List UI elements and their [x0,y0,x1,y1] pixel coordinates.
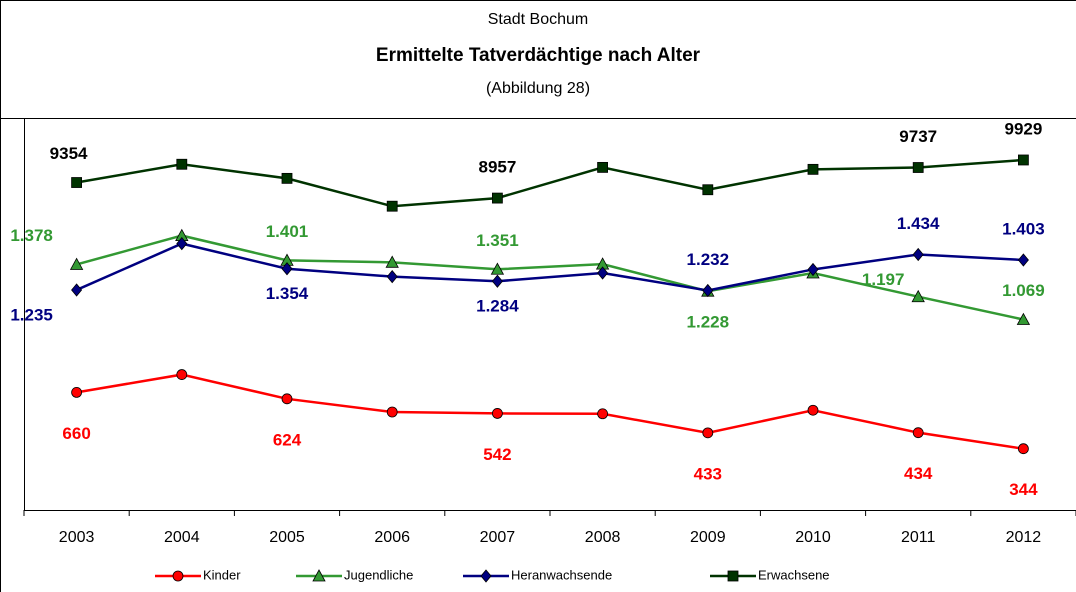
data-label: 1.235 [10,305,53,324]
data-point [281,172,293,184]
legend-label: Kinder [203,567,241,582]
data-label: 433 [694,464,722,483]
data-label: 624 [273,430,302,449]
x-tick-label: 2009 [690,529,726,546]
data-label: 1.284 [476,297,519,316]
data-point [911,289,925,303]
data-point [386,406,398,418]
x-tick-label: 2004 [164,529,200,546]
data-point [597,408,608,420]
data-label: 1.069 [1002,281,1045,300]
data-point [807,163,819,175]
x-tick-label: 2007 [480,529,516,546]
data-point [490,262,505,275]
chart-subtitle: Stadt Bochum [488,11,589,28]
data-point [702,283,714,298]
data-label: 1.403 [1002,219,1045,238]
data-point [71,177,82,188]
x-tick-label: 2008 [585,529,621,546]
legend-marker [172,570,184,582]
data-point [1017,253,1029,267]
data-point [176,236,188,251]
data-point [702,184,714,196]
series-line [76,373,1024,450]
data-point [491,408,503,419]
data-label: 1.401 [266,222,309,241]
data-label: 542 [483,445,511,464]
data-point [386,200,398,212]
data-label: 1.434 [897,214,940,233]
x-tick-label: 2012 [1006,529,1042,546]
data-point [912,427,924,439]
data-point [386,269,398,284]
data-point [807,404,819,416]
data-point [912,247,924,262]
legend-marker [312,569,326,582]
series-line [76,242,1024,292]
x-tick-label: 2003 [59,529,95,546]
data-point [1018,154,1029,166]
data-point [597,161,608,173]
data-point [69,257,84,270]
x-tick-label: 2005 [269,529,305,546]
data-point [1018,443,1029,455]
data-label: 344 [1009,480,1038,499]
legend-label: Erwachsene [758,567,830,582]
data-label: 1.228 [687,313,730,332]
data-point [491,192,503,204]
data-label: 9354 [50,144,88,163]
data-point [1016,312,1031,325]
data-point [597,266,609,280]
data-label: 1.351 [476,231,519,250]
data-label: 660 [62,424,90,443]
data-label: 1.354 [266,284,309,303]
data-point [176,369,188,380]
x-tick-label: 2010 [795,529,831,546]
data-point [281,393,293,405]
data-label: 1.378 [10,226,53,245]
legend-label: Heranwachsende [511,567,612,582]
data-label: 9929 [1004,119,1042,138]
legend-marker [480,569,492,583]
series-line [76,234,1024,321]
series-line [76,158,1024,208]
data-label: 1.232 [687,250,730,269]
chart-annotation: (Abbildung 28) [486,80,590,97]
data-point [385,255,399,268]
data-label: 434 [904,464,933,483]
data-point [176,158,188,170]
legend-label: Jugendliche [344,567,413,582]
data-point [71,386,82,398]
x-tick-label: 2011 [901,529,936,546]
chart-title: Ermittelte Tatverdächtige nach Alter [376,45,701,66]
data-label: 9737 [899,127,937,146]
data-point [912,162,924,173]
data-point [491,274,503,288]
data-point [702,427,714,439]
data-label: 1.197 [862,270,905,289]
legend-marker [727,570,739,582]
x-tick-label: 2006 [374,529,410,546]
data-point [281,262,293,276]
data-label: 8957 [478,158,516,177]
data-point [807,262,819,277]
data-point [71,283,83,297]
